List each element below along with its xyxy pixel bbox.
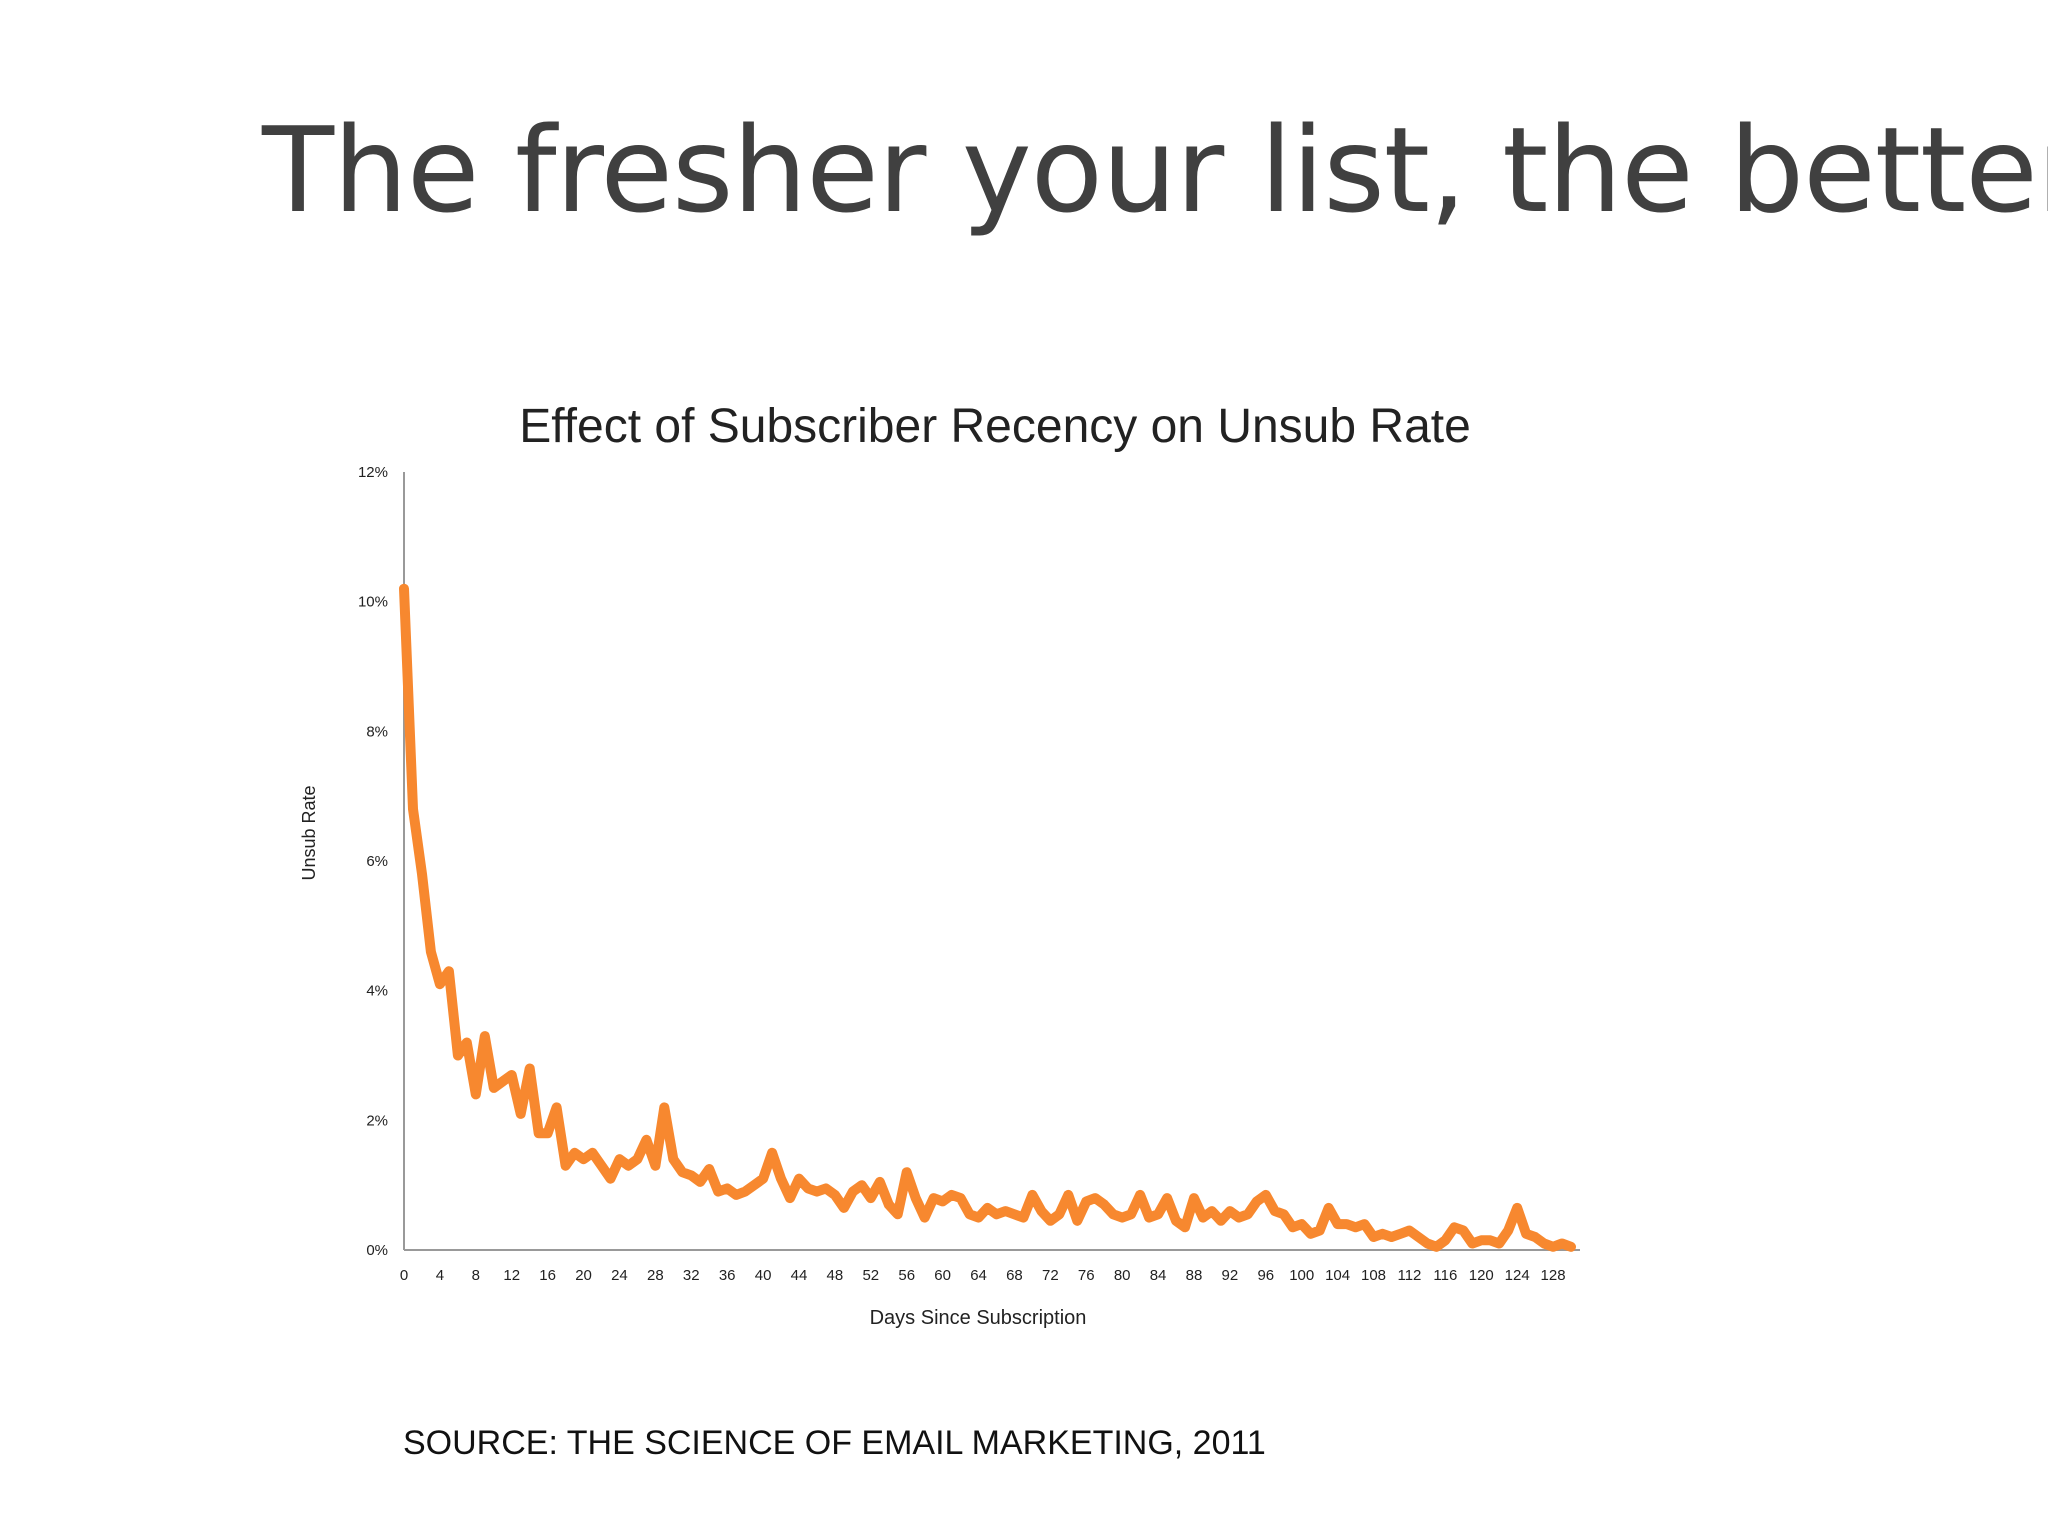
x-tick-label: 24: [611, 1267, 628, 1284]
y-tick-label: 4%: [366, 983, 388, 1000]
x-tick-label: 4: [436, 1267, 444, 1284]
x-axis-label: Days Since Subscription: [870, 1307, 1087, 1329]
y-tick-label: 8%: [366, 723, 388, 740]
series-layer: [399, 583, 1576, 1252]
x-tick-label: 48: [827, 1267, 844, 1284]
y-axis-label: Unsub Rate: [299, 785, 319, 880]
x-tick-label: 44: [791, 1267, 808, 1284]
x-tick-label: 72: [1042, 1267, 1059, 1284]
x-tick-label: 88: [1186, 1267, 1203, 1284]
x-tick-label: 120: [1469, 1267, 1494, 1284]
x-tick-label: 20: [575, 1267, 592, 1284]
x-tick-label: 100: [1289, 1267, 1314, 1284]
source-note: SOURCE: THE SCIENCE OF EMAIL MARKETING, …: [403, 1424, 1266, 1462]
chart: Effect of Subscriber Recency on Unsub Ra…: [280, 390, 1600, 1350]
x-tick-label: 112: [1397, 1267, 1421, 1284]
x-tick-label: 68: [1006, 1267, 1023, 1284]
y-tick-label: 10%: [358, 594, 388, 611]
slide-title: The fresher your list, the better!: [262, 101, 2048, 239]
y-tick-label: 2%: [366, 1112, 388, 1129]
x-tick-label: 92: [1222, 1267, 1239, 1284]
x-tick-label: 124: [1505, 1267, 1530, 1284]
x-tick-label: 56: [898, 1267, 915, 1284]
y-tick-label: 12%: [358, 464, 388, 481]
series-line: [399, 583, 1576, 1252]
chart-title: Effect of Subscriber Recency on Unsub Ra…: [519, 400, 1471, 453]
x-tick-label: 84: [1150, 1267, 1167, 1284]
x-tick-label: 8: [472, 1267, 480, 1284]
x-tick-label: 128: [1541, 1267, 1566, 1284]
x-tick-label: 12: [503, 1267, 520, 1284]
chart-svg: Effect of Subscriber Recency on Unsub Ra…: [280, 390, 1600, 1350]
x-tick-label: 60: [934, 1267, 951, 1284]
x-tick-label: 36: [719, 1267, 736, 1284]
x-tick-label: 0: [400, 1267, 408, 1284]
x-tick-label: 108: [1361, 1267, 1386, 1284]
x-tick-label: 96: [1257, 1267, 1274, 1284]
x-tick-label: 80: [1114, 1267, 1131, 1284]
x-tick-label: 76: [1078, 1267, 1095, 1284]
x-tick-label: 104: [1325, 1267, 1350, 1284]
x-tick-label: 64: [970, 1267, 987, 1284]
x-tick-label: 16: [539, 1267, 556, 1284]
y-tick-label: 6%: [366, 853, 388, 870]
plot-background: [280, 390, 1600, 1350]
x-tick-label: 40: [755, 1267, 772, 1284]
x-tick-label: 32: [683, 1267, 700, 1284]
y-axis-ticks: 0% 2% 4% 6% 8% 10% 12%: [358, 464, 388, 1259]
x-tick-label: 52: [862, 1267, 879, 1284]
x-tick-label: 28: [647, 1267, 664, 1284]
x-tick-label: 116: [1433, 1267, 1457, 1284]
y-tick-label: 0%: [366, 1242, 388, 1259]
x-axis-ticks: 0 4 8 12 16 20 24 28 32 36 40 44 48 52 56 60 64 68 72 76 80 8…: [400, 1267, 1566, 1284]
